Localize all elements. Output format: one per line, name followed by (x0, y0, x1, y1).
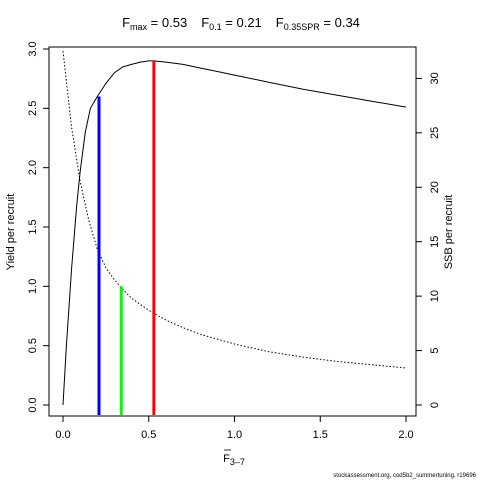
x-tick-label-3: 1.5 (313, 429, 328, 441)
y-axis-right-label: SSB per recruit (443, 195, 455, 270)
f035-sub: 0.35SPR (284, 22, 321, 32)
x-tick-label-1: 0.5 (141, 429, 156, 441)
y-left-tick-label-6: 3.0 (27, 41, 39, 56)
y-right-tick-label-1: 5 (429, 348, 441, 354)
y-left-tick-label-5: 2.5 (27, 101, 39, 116)
x-tick-label-0: 0.0 (55, 429, 70, 441)
series-ssb-per-recruit-line (62, 51, 407, 369)
fmax-eq: = (147, 15, 162, 30)
fmax-sub: max (130, 22, 148, 32)
x-tick-label-4: 2.0 (398, 429, 413, 441)
y-left-tick-label-3: 1.5 (27, 219, 39, 234)
x-axis-label: F3–7 (223, 453, 245, 467)
footer-credit: stockassessment.org, cod5b2_summertuning… (333, 473, 476, 479)
y-axis-left-label: Yield per recruit (5, 194, 17, 271)
f01-value: 0.21 (236, 15, 261, 30)
f01-label: F (201, 15, 209, 30)
fmax-label: F (122, 15, 130, 30)
x-axis-label-sub: 3–7 (230, 457, 245, 467)
series-yield-per-recruit-line (62, 60, 407, 406)
x-axis-label-base: F (223, 453, 230, 465)
y-right-tick-label-6: 30 (429, 72, 441, 84)
y-right-tick-label-4: 20 (429, 181, 441, 193)
y-right-tick-label-0: 0 (429, 402, 441, 408)
y-axis-left: 0.0 0.5 1.0 1.5 2.0 2.5 3.0 (27, 41, 49, 413)
x-tick-label-2: 1.0 (227, 429, 242, 441)
fmax-value: 0.53 (162, 15, 187, 30)
y-right-tick-label-2: 10 (429, 290, 441, 302)
f01-eq: = (222, 15, 237, 30)
reference-lines (97, 60, 156, 415)
y-right-tick-label-3: 15 (429, 236, 441, 248)
plot-frame (48, 46, 417, 417)
y-axis-right: 0 5 10 15 20 25 30 (416, 72, 441, 408)
y-left-tick-label-0: 0.0 (27, 397, 39, 412)
y-left-tick-label-2: 1.0 (27, 279, 39, 294)
series-group (62, 51, 407, 406)
f035-eq: = (320, 15, 335, 30)
y-left-tick-label-1: 0.5 (27, 338, 39, 353)
f035-label: F (276, 15, 284, 30)
y-left-tick-label-4: 2.0 (27, 160, 39, 175)
f01-sub: 0.1 (209, 22, 222, 32)
y-right-tick-label-5: 25 (429, 127, 441, 139)
f035-value: 0.34 (335, 15, 360, 30)
x-axis: 0.0 0.5 1.0 1.5 2.0 (55, 416, 414, 441)
chart-title: Fmax = 0.53 F0.1 = 0.21 F0.35SPR = 0.34 (122, 15, 360, 32)
